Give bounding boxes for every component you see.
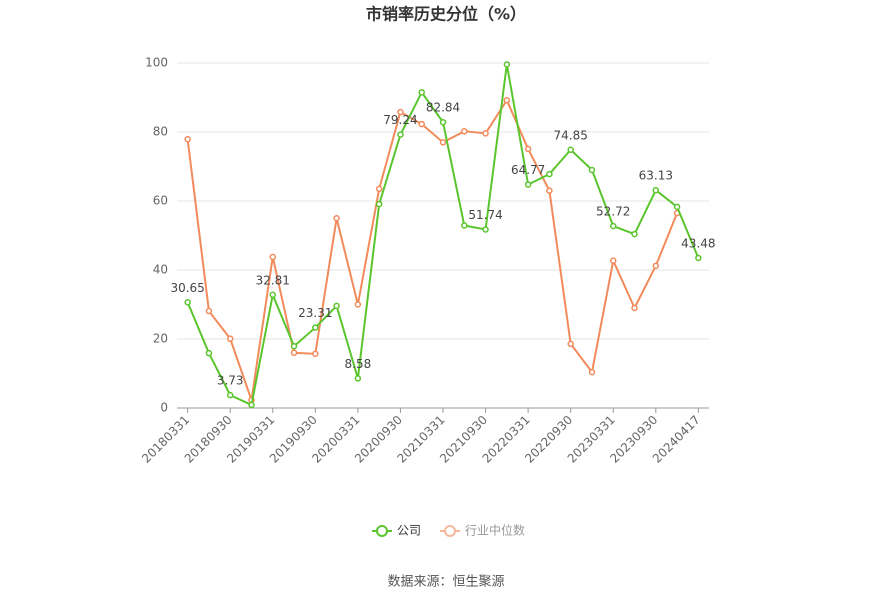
data-point	[312, 324, 319, 331]
data-point	[354, 375, 362, 382]
data-point	[631, 230, 638, 238]
data-point	[269, 291, 277, 299]
data-point	[673, 203, 681, 211]
data-point	[631, 304, 638, 312]
data-point	[248, 401, 255, 409]
data-label: 64.77	[511, 163, 545, 177]
data-point	[588, 166, 596, 174]
data-point	[375, 185, 383, 193]
data-point	[588, 368, 596, 376]
data-point	[439, 139, 447, 146]
data-point	[290, 342, 298, 350]
data-point	[418, 120, 425, 128]
data-point	[524, 181, 532, 188]
data-point	[375, 200, 383, 208]
data-label: 8.58	[345, 357, 372, 371]
data-point	[482, 226, 489, 233]
series-line	[186, 98, 679, 401]
data-point	[546, 170, 553, 178]
data-point	[652, 186, 660, 194]
data-point	[354, 301, 362, 308]
data-point	[567, 340, 574, 348]
data-point	[567, 146, 574, 154]
data-point	[652, 262, 660, 270]
legend-marker	[376, 525, 388, 537]
data-point	[333, 302, 340, 310]
data-point	[546, 187, 553, 194]
data-point	[503, 97, 511, 104]
data-point	[269, 253, 277, 261]
data-point	[226, 335, 234, 342]
data-point	[226, 391, 234, 399]
y-tick-label: 20	[153, 332, 168, 346]
data-label: 82.84	[426, 101, 460, 115]
source: 数据来源：恒生聚源	[387, 575, 504, 590]
data-point	[695, 254, 702, 262]
data-point	[461, 128, 468, 135]
data-label: 63.13	[639, 169, 673, 183]
legend-marker	[444, 525, 456, 537]
data-point	[312, 350, 319, 358]
y-tick-label: 40	[153, 263, 168, 277]
y-tick-label: 0	[160, 401, 168, 415]
data-point	[333, 215, 340, 222]
y-tick-label: 60	[153, 194, 168, 208]
data-label: 79.24	[383, 113, 417, 127]
data-label: 32.81	[256, 273, 290, 287]
chart-title: 市销率历史分位（%）	[366, 5, 526, 24]
series-line	[186, 64, 700, 407]
data-point	[439, 118, 447, 126]
data-label: 3.73	[217, 374, 244, 388]
data-label: 52.72	[596, 205, 630, 219]
y-tick-label: 100	[145, 56, 168, 70]
data-point	[397, 108, 404, 116]
data-point	[609, 222, 617, 230]
data-label: 30.65	[170, 281, 204, 295]
y-tick-label: 80	[153, 125, 168, 139]
data-label: 23.31	[298, 306, 332, 320]
data-point	[184, 135, 191, 143]
data-point	[524, 145, 532, 153]
legend-label: 行业中位数	[465, 523, 525, 538]
data-point	[397, 131, 404, 138]
data-point	[205, 307, 213, 315]
data-label: 51.74	[468, 208, 502, 222]
data-point	[418, 89, 425, 96]
data-point	[482, 130, 489, 137]
data-point	[205, 349, 213, 357]
data-point	[290, 349, 298, 357]
data-label: 43.48	[681, 236, 715, 250]
legend-label: 公司	[397, 524, 421, 538]
data-point	[461, 222, 468, 229]
data-point	[609, 257, 617, 264]
data-point	[503, 61, 511, 68]
data-label: 74.85	[554, 128, 588, 142]
data-point	[184, 299, 191, 306]
